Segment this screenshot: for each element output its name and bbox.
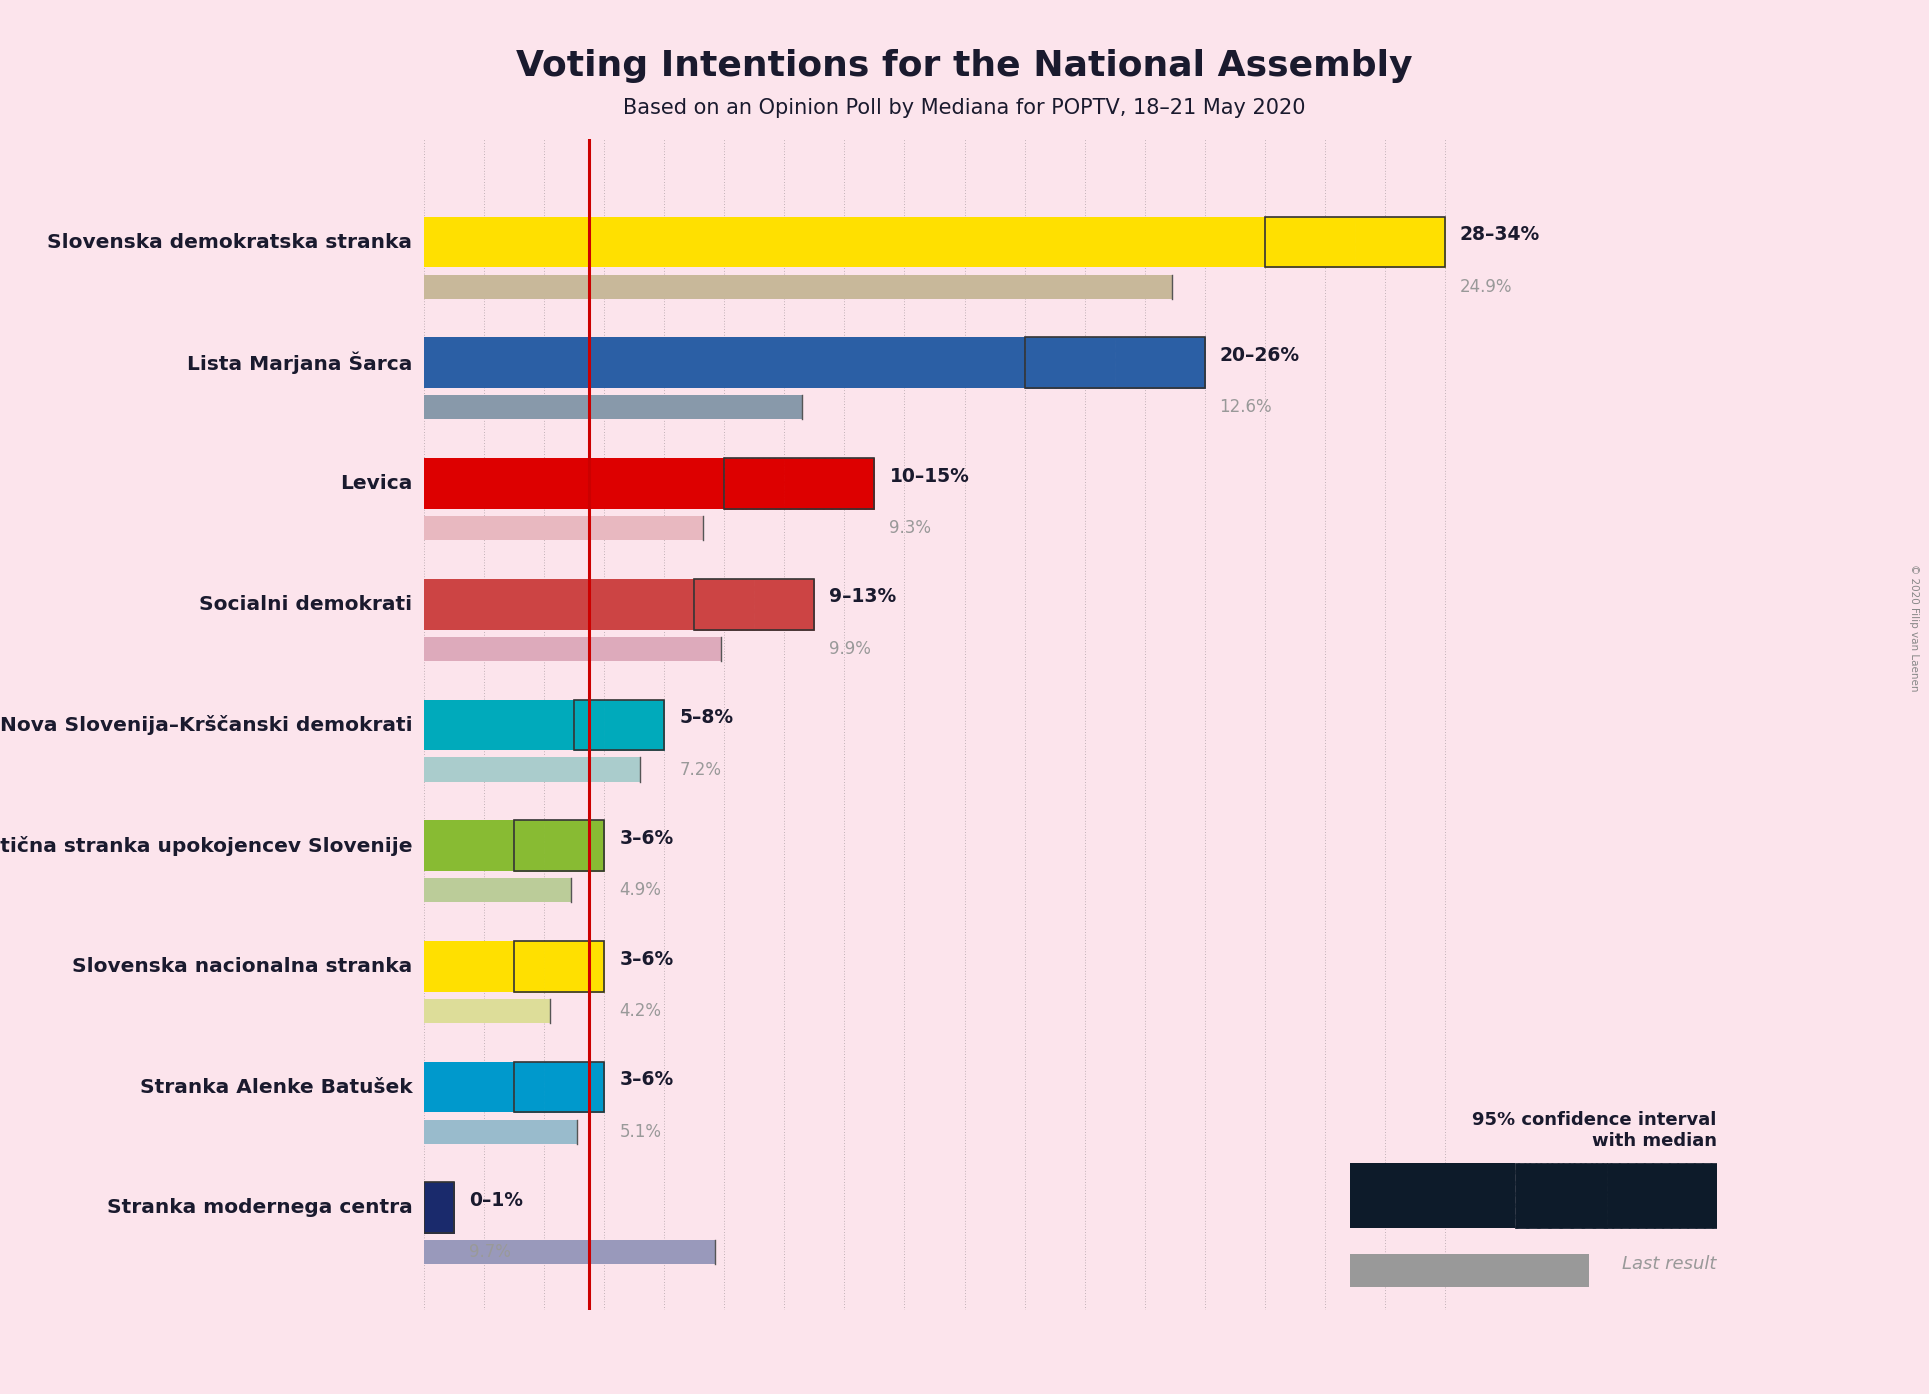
Text: 4.9%: 4.9%	[619, 881, 662, 899]
Text: Based on an Opinion Poll by Mediana for POPTV, 18–21 May 2020: Based on an Opinion Poll by Mediana for …	[623, 98, 1306, 117]
Bar	[424, 757, 640, 782]
Bar	[725, 459, 874, 509]
Bar	[1350, 1255, 1589, 1287]
Text: Last result: Last result	[1622, 1256, 1717, 1273]
Bar	[1265, 216, 1354, 268]
Text: 9–13%: 9–13%	[829, 587, 897, 606]
Text: © 2020 Filip van Laenen: © 2020 Filip van Laenen	[1908, 563, 1919, 691]
Text: 0–1%: 0–1%	[469, 1190, 523, 1210]
Text: 20–26%: 20–26%	[1219, 346, 1300, 365]
Bar	[1354, 216, 1445, 268]
Bar	[1265, 216, 1445, 268]
Bar	[424, 216, 1265, 268]
Bar	[424, 1119, 577, 1143]
Bar	[1024, 337, 1204, 388]
Bar	[515, 941, 544, 991]
Bar	[754, 579, 814, 630]
Text: 24.9%: 24.9%	[1460, 277, 1512, 296]
Bar	[515, 820, 604, 871]
Bar	[515, 941, 604, 991]
Text: Socialni demokrati: Socialni demokrati	[199, 595, 413, 613]
Bar	[424, 1182, 455, 1234]
Text: 4.2%: 4.2%	[619, 1002, 662, 1020]
Bar	[424, 579, 694, 630]
Text: 9.3%: 9.3%	[889, 519, 932, 537]
Bar	[604, 700, 664, 750]
Text: Levica: Levica	[340, 474, 413, 493]
Text: 3–6%: 3–6%	[619, 949, 673, 969]
Bar	[424, 999, 550, 1023]
Bar	[725, 459, 785, 509]
Bar	[424, 337, 1024, 388]
Text: 5.1%: 5.1%	[619, 1122, 662, 1140]
Text: Slovenska nacionalna stranka: Slovenska nacionalna stranka	[71, 956, 413, 976]
Text: 10–15%: 10–15%	[889, 467, 970, 485]
Text: Stranka Alenke Batušek: Stranka Alenke Batušek	[139, 1078, 413, 1097]
Bar	[575, 700, 604, 750]
Bar	[424, 820, 515, 871]
Bar	[1607, 1163, 1717, 1228]
Text: Stranka modernega centra: Stranka modernega centra	[106, 1199, 413, 1217]
Text: Lista Marjana Šarca: Lista Marjana Šarca	[187, 351, 413, 374]
Bar	[424, 1182, 455, 1234]
Text: 12.6%: 12.6%	[1219, 399, 1273, 417]
Bar	[424, 878, 571, 902]
Text: 5–8%: 5–8%	[679, 708, 733, 728]
Bar	[424, 1182, 455, 1234]
Bar	[1516, 1163, 1607, 1228]
Bar	[515, 820, 544, 871]
Bar	[694, 579, 814, 630]
Bar	[424, 275, 1171, 298]
Bar	[424, 637, 721, 661]
Bar	[1115, 337, 1204, 388]
Bar	[424, 700, 575, 750]
Text: 9.9%: 9.9%	[829, 640, 872, 658]
Bar	[544, 820, 604, 871]
Text: Nova Slovenija–Krščanski demokrati: Nova Slovenija–Krščanski demokrati	[0, 715, 413, 735]
Bar	[1350, 1163, 1516, 1228]
Text: 9.7%: 9.7%	[469, 1243, 511, 1262]
Bar	[424, 1062, 515, 1112]
Bar	[785, 459, 874, 509]
Text: Slovenska demokratska stranka: Slovenska demokratska stranka	[48, 233, 413, 251]
Bar	[424, 516, 704, 541]
Bar	[424, 459, 725, 509]
Text: 28–34%: 28–34%	[1460, 226, 1539, 244]
Bar	[544, 941, 604, 991]
Bar	[424, 1241, 716, 1264]
Bar	[1024, 337, 1115, 388]
Bar	[515, 1062, 604, 1112]
Bar	[424, 396, 802, 420]
Bar	[694, 579, 754, 630]
Text: Demokratična stranka upokojencev Slovenije: Demokratična stranka upokojencev Sloveni…	[0, 835, 413, 856]
Bar	[515, 1062, 544, 1112]
Bar	[544, 1062, 604, 1112]
Bar	[575, 700, 664, 750]
Text: 3–6%: 3–6%	[619, 829, 673, 848]
Bar	[424, 941, 515, 991]
Text: 3–6%: 3–6%	[619, 1071, 673, 1089]
Text: Voting Intentions for the National Assembly: Voting Intentions for the National Assem…	[517, 49, 1412, 82]
Text: 95% confidence interval
with median: 95% confidence interval with median	[1472, 1111, 1717, 1150]
Text: 7.2%: 7.2%	[679, 761, 721, 778]
